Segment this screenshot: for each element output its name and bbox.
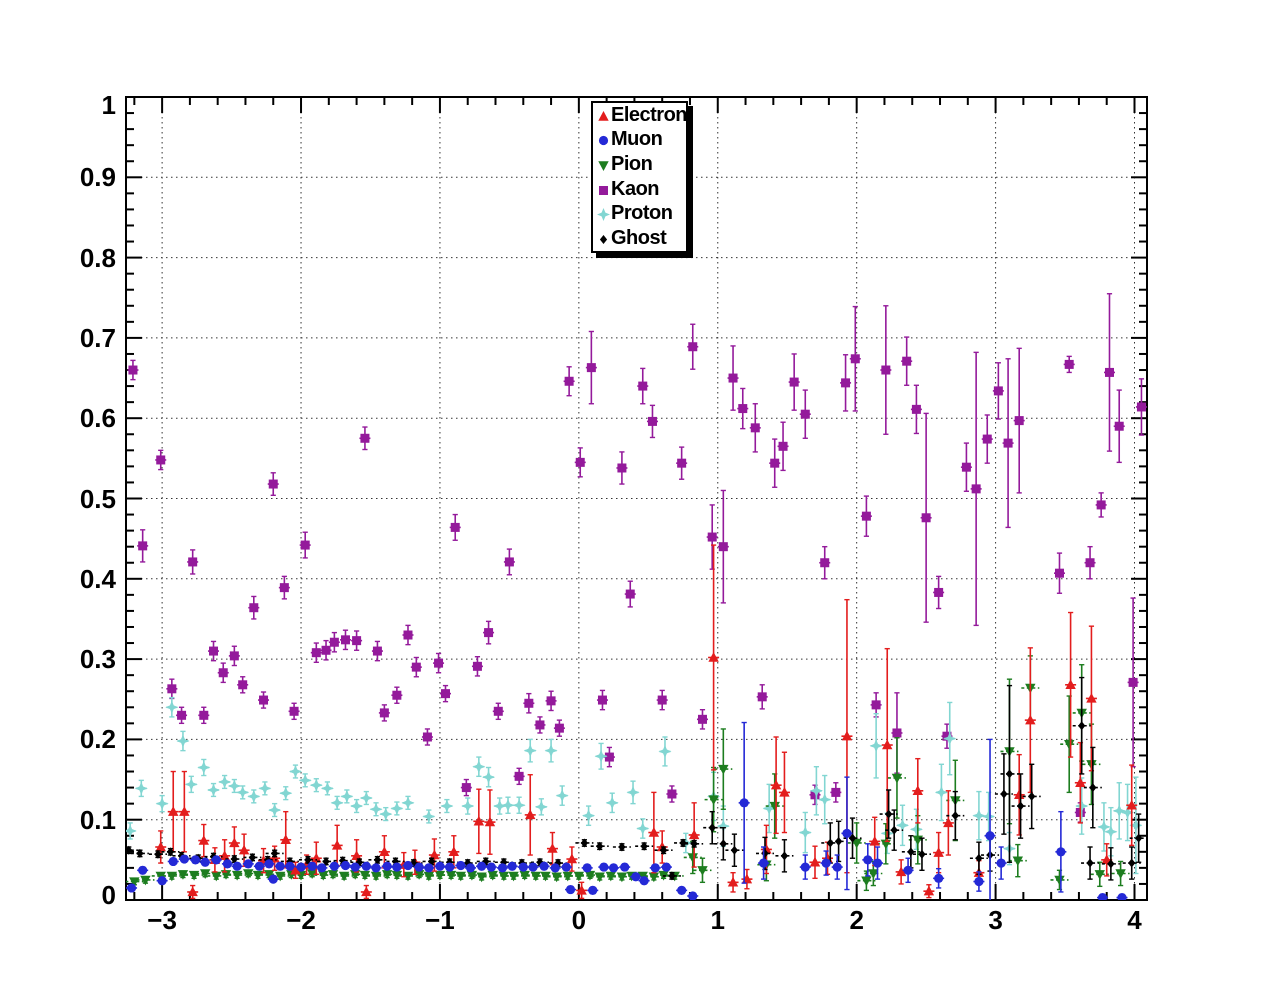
legend-label: Muon bbox=[611, 128, 663, 151]
y-tick-label: 0.8 bbox=[79, 242, 116, 273]
legend-label: Ghost bbox=[611, 226, 667, 249]
x-tick-label: 0 bbox=[571, 905, 587, 935]
y-tick-label: 0.5 bbox=[79, 483, 116, 514]
legend: Electron Muon Pion Kaon Proton Ghost bbox=[591, 101, 688, 253]
x-tick-label: 1 bbox=[710, 905, 725, 935]
proton-marker-icon bbox=[596, 206, 611, 222]
electron-marker-icon bbox=[596, 108, 611, 123]
y-tick-label: 1 bbox=[101, 90, 116, 120]
legend-item-proton: Proton bbox=[593, 201, 686, 226]
x-tick-label: 4 bbox=[1127, 905, 1142, 935]
legend-item-electron: Electron bbox=[593, 103, 688, 128]
ghost-marker-icon bbox=[596, 231, 611, 246]
legend-item-muon: Muon bbox=[593, 128, 686, 153]
legend-item-ghost: Ghost bbox=[593, 226, 686, 251]
legend-label: Electron bbox=[611, 103, 688, 126]
muon-marker-icon bbox=[596, 132, 611, 147]
kaon-marker-icon bbox=[596, 182, 611, 197]
legend-label: Pion bbox=[611, 152, 653, 175]
x-tick-label: −2 bbox=[286, 905, 316, 935]
legend-label: Kaon bbox=[611, 177, 660, 200]
y-tick-label: 0.7 bbox=[79, 322, 116, 353]
y-tick-label: 0.6 bbox=[79, 403, 116, 434]
y-tick-label: 0.3 bbox=[79, 644, 116, 675]
y-tick-label: 0.9 bbox=[79, 162, 116, 193]
pion-marker-icon bbox=[596, 157, 611, 172]
y-tick-label: 0.2 bbox=[79, 724, 116, 755]
legend-label: Proton bbox=[611, 202, 673, 225]
y-tick-label: 0 bbox=[101, 880, 116, 910]
x-tick-label: −3 bbox=[147, 905, 177, 935]
legend-item-pion: Pion bbox=[593, 152, 686, 177]
legend-item-kaon: Kaon bbox=[593, 177, 686, 202]
x-tick-label: 2 bbox=[849, 905, 864, 935]
y-tick-label: 0.4 bbox=[79, 563, 116, 594]
y-tick-label: 0.1 bbox=[79, 804, 116, 835]
x-tick-label: 3 bbox=[988, 905, 1003, 935]
x-tick-label: −1 bbox=[425, 905, 455, 935]
